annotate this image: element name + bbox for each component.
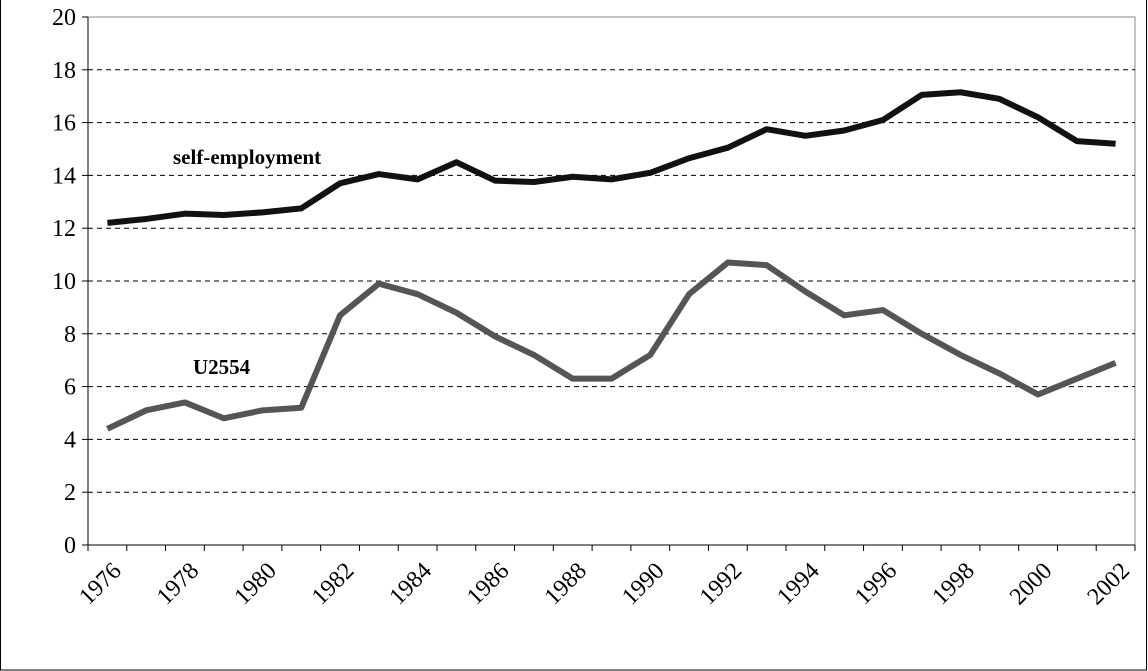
y-tick-label: 8 xyxy=(64,322,76,348)
y-tick-label: 6 xyxy=(64,375,76,401)
x-tick-label: 1998 xyxy=(927,558,979,610)
x-tick-label: 1976 xyxy=(74,558,126,610)
x-tick-label: 1978 xyxy=(152,558,204,610)
y-tick-label: 12 xyxy=(52,216,76,242)
x-tick-label: 1986 xyxy=(462,558,514,610)
y-tick-label: 10 xyxy=(52,269,76,295)
y-tick-label: 18 xyxy=(52,58,76,84)
x-tick-label: 2002 xyxy=(1083,558,1135,610)
x-tick-label: 1988 xyxy=(540,558,592,610)
y-tick-label: 2 xyxy=(64,480,76,506)
x-tick-label: 1996 xyxy=(850,558,902,610)
x-tick-label: 1984 xyxy=(385,558,437,610)
series-label: self-employment xyxy=(173,145,321,169)
x-tick-label: 1982 xyxy=(307,558,359,610)
y-tick-label: 16 xyxy=(52,111,76,137)
x-tick-label: 1980 xyxy=(229,558,281,610)
x-tick-label: 2000 xyxy=(1005,558,1057,610)
x-tick-label: 1994 xyxy=(772,558,824,610)
y-tick-label: 4 xyxy=(64,427,76,453)
x-tick-label: 1992 xyxy=(695,558,747,610)
series-line xyxy=(106,259,1117,432)
x-tick-label: 1990 xyxy=(617,558,669,610)
series-line xyxy=(107,89,1116,226)
series-label: U2554 xyxy=(193,355,251,379)
y-tick-label: 20 xyxy=(52,5,76,31)
y-tick-label: 0 xyxy=(64,533,76,559)
y-tick-label: 14 xyxy=(52,163,76,189)
